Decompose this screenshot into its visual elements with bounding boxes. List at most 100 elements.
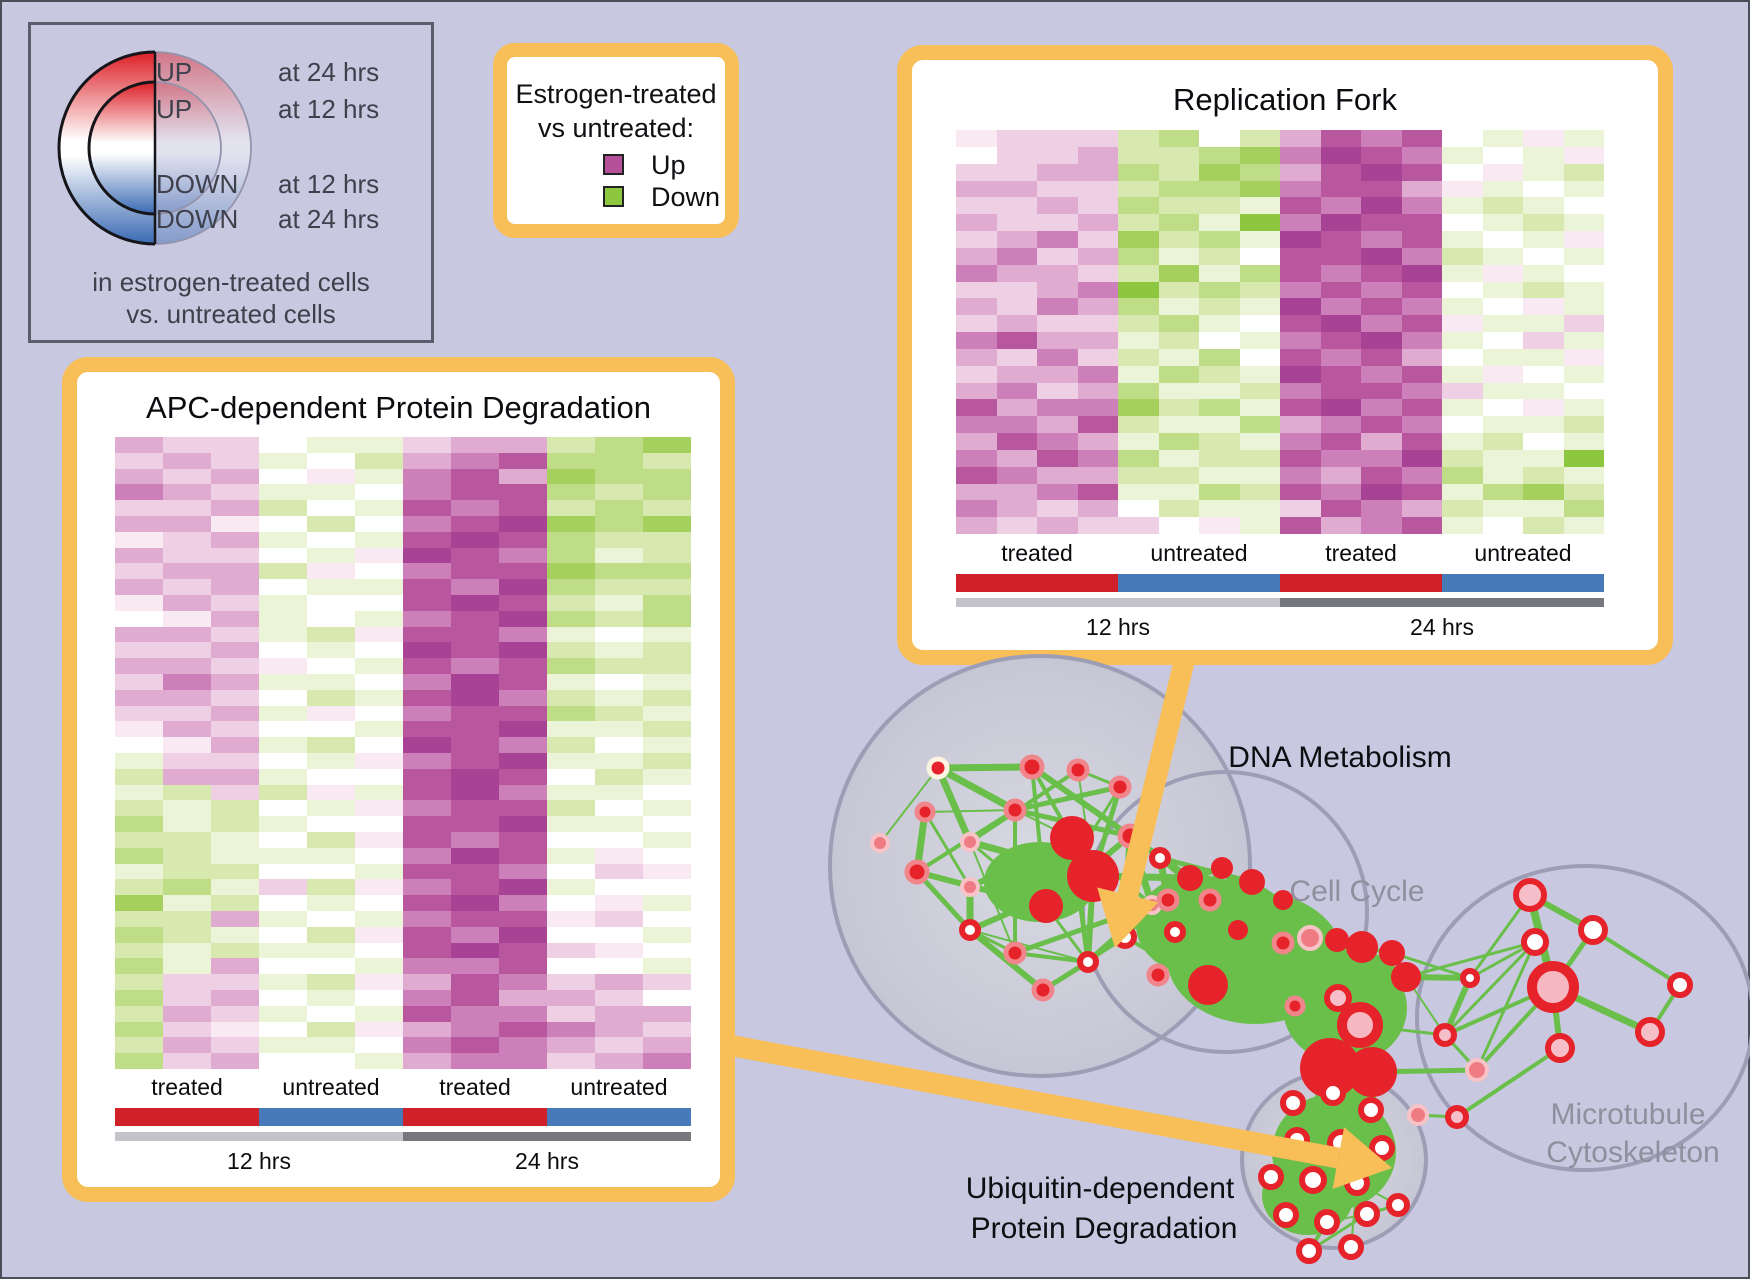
cluster-ubiquitin-protein-degradation bbox=[1240, 1070, 1428, 1250]
rf-time-labels: 12 hrs 24 hrs bbox=[956, 612, 1604, 642]
gene-node bbox=[1297, 925, 1323, 951]
gene-node bbox=[1188, 965, 1228, 1005]
gene-node bbox=[1445, 1105, 1469, 1129]
gene-node bbox=[1003, 798, 1027, 822]
network-label-dna-metabolism: DNA Metabolism bbox=[1228, 741, 1452, 774]
gene-node bbox=[914, 801, 936, 823]
network-label-ubiquitin-dependent: Ubiquitin-dependent bbox=[965, 1172, 1235, 1205]
down-color-swatch bbox=[603, 186, 624, 207]
up-color-swatch bbox=[603, 154, 624, 175]
group-label-treated-24: treated bbox=[1325, 540, 1397, 566]
gene-node bbox=[1117, 823, 1143, 849]
time-label-12hrs: 12 hrs bbox=[227, 1148, 291, 1174]
treated-bar bbox=[956, 574, 1118, 592]
legend-row-down24: DOWN bbox=[156, 204, 238, 234]
group-label-untreated-24: untreated bbox=[1474, 540, 1572, 566]
untreated-bar bbox=[547, 1108, 691, 1126]
arrowhead-icon bbox=[1097, 887, 1159, 948]
apc-condition-colorbar bbox=[115, 1108, 691, 1126]
gene-node bbox=[1258, 1164, 1284, 1190]
time-bar-24 bbox=[1280, 598, 1604, 607]
gene-node bbox=[1077, 951, 1099, 973]
legend-time-down24: at 24 hrs bbox=[278, 204, 379, 234]
gene-node bbox=[1338, 1234, 1364, 1260]
gene-node bbox=[1391, 962, 1421, 992]
gene-node bbox=[1239, 869, 1265, 895]
cluster-dna-metabolism bbox=[828, 654, 1252, 1078]
treated-bar bbox=[1280, 574, 1442, 592]
network-label-cytoskeleton: Cytoskeleton bbox=[1546, 1136, 1720, 1169]
gene-node bbox=[1228, 920, 1248, 940]
gene-node bbox=[1211, 857, 1233, 879]
legend-time: at 24 hrs bbox=[278, 57, 380, 87]
gene-node bbox=[1667, 972, 1693, 998]
gene-node bbox=[1066, 758, 1090, 782]
gene-node bbox=[1527, 961, 1579, 1013]
apc-time-labels: 12 hrs 24 hrs bbox=[115, 1146, 691, 1176]
gene-node bbox=[1003, 941, 1027, 965]
apc-group-labels: treated untreated treated untreated bbox=[115, 1072, 691, 1102]
gene-node bbox=[1386, 1193, 1410, 1217]
gene-node bbox=[1314, 1209, 1340, 1235]
gene-node bbox=[1113, 925, 1137, 949]
panel-link-arrow bbox=[1117, 655, 1196, 898]
gene-node bbox=[926, 756, 950, 780]
gene-node bbox=[1465, 1058, 1489, 1082]
gene-node bbox=[1273, 1202, 1299, 1228]
gene-node bbox=[1407, 1104, 1429, 1126]
group-label-untreated-12: untreated bbox=[1150, 540, 1248, 566]
time-label-24hrs: 24 hrs bbox=[515, 1148, 579, 1174]
legend-time-down12: at 12 hrs bbox=[278, 169, 379, 199]
group-label-treated-12: treated bbox=[1001, 540, 1073, 566]
gene-node bbox=[1019, 754, 1045, 780]
untreated-bar bbox=[259, 1108, 403, 1126]
apc-heatmap bbox=[115, 437, 691, 1069]
legend-row-down12: DOWN bbox=[156, 169, 238, 199]
legend-caption-line1: in estrogen-treated cells bbox=[92, 267, 370, 297]
gene-node bbox=[959, 919, 981, 941]
network-label-cell-cycle: Cell Cycle bbox=[1289, 875, 1425, 908]
gene-node bbox=[1284, 1127, 1310, 1153]
treated-bar bbox=[115, 1108, 259, 1126]
time-bar-24 bbox=[403, 1132, 691, 1141]
gene-node bbox=[1346, 931, 1378, 963]
gene-node bbox=[1327, 1129, 1355, 1157]
gene-node bbox=[1325, 928, 1349, 952]
legend-word: UP bbox=[156, 94, 193, 124]
legend-row-up12: UP bbox=[156, 94, 192, 124]
gene-node bbox=[1300, 1038, 1360, 1098]
legend-word: DOWN bbox=[156, 169, 239, 199]
legend-time: at 12 hrs bbox=[278, 169, 380, 199]
gene-node bbox=[1358, 1097, 1384, 1123]
gene-node bbox=[1164, 921, 1186, 943]
group-label-treated-24: treated bbox=[439, 1074, 511, 1100]
gene-node bbox=[1284, 995, 1306, 1017]
network-label-protein-degradation: Protein Degradation bbox=[970, 1212, 1238, 1245]
apc-panel-title: APC-dependent Protein Degradation bbox=[146, 390, 651, 425]
gene-node bbox=[1280, 1090, 1306, 1116]
time-bar-12 bbox=[115, 1132, 403, 1141]
rf-heatmap bbox=[956, 130, 1604, 534]
gene-node bbox=[1296, 1238, 1322, 1264]
gene-node bbox=[1344, 1170, 1370, 1196]
rf-time-colorbar bbox=[956, 598, 1604, 607]
gene-node bbox=[1299, 1166, 1327, 1194]
estrogen-legend-title-line1: Estrogen-treated bbox=[515, 79, 717, 109]
up-label: Up bbox=[651, 150, 686, 180]
gene-node bbox=[1324, 984, 1352, 1012]
legend-time: at 24 hrs bbox=[278, 204, 380, 234]
untreated-bar bbox=[1442, 574, 1604, 592]
gene-node bbox=[1177, 865, 1203, 891]
gene-node bbox=[1545, 1033, 1575, 1063]
gene-node bbox=[1146, 963, 1170, 987]
gene-node bbox=[1513, 878, 1547, 912]
gene-node bbox=[1142, 895, 1162, 915]
gene-node bbox=[1108, 775, 1132, 799]
legend-time-up12: at 12 hrs bbox=[278, 94, 379, 124]
gene-node bbox=[1635, 1017, 1665, 1047]
replication-fork-panel: Replication Fork treated untreated treat… bbox=[897, 45, 1673, 665]
updown-legend-box: UP at 24 hrs UP at 12 hrs DOWN at 12 hrs… bbox=[28, 22, 434, 343]
rf-group-labels: treated untreated treated untreated bbox=[956, 538, 1604, 568]
time-bar-12 bbox=[956, 598, 1280, 607]
